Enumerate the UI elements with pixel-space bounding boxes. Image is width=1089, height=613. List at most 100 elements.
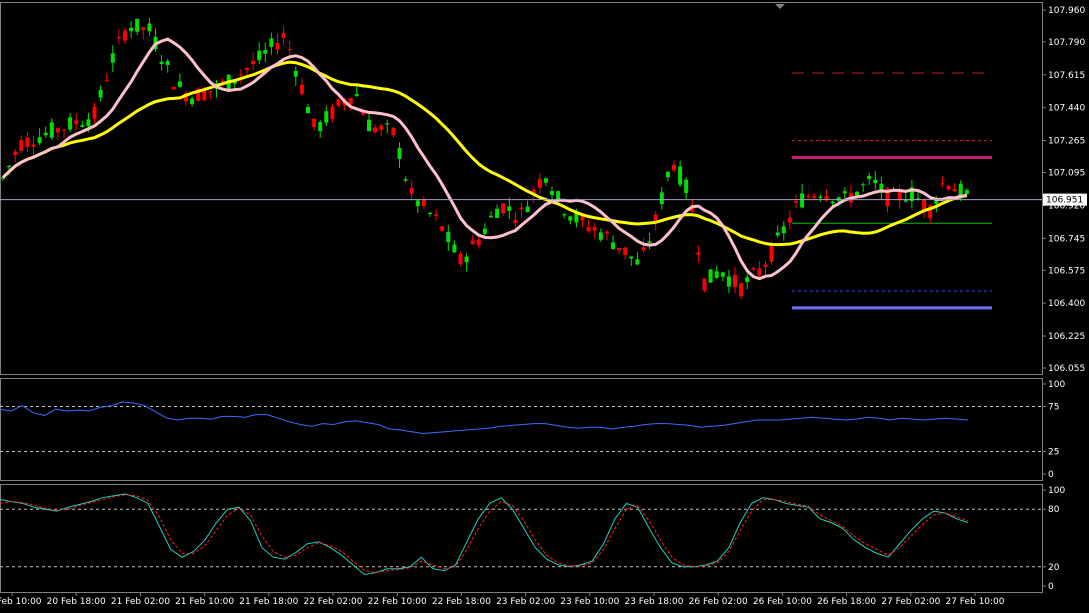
candle-down xyxy=(62,129,66,131)
time-tick-label: 21 Feb 02:00 xyxy=(111,597,170,607)
candle-down xyxy=(348,98,353,104)
candle-down xyxy=(537,179,542,188)
candle-up xyxy=(726,276,731,287)
candle-up xyxy=(385,123,390,125)
candle-up xyxy=(110,53,115,63)
candle-down xyxy=(104,80,109,82)
price-tick-label: 106.920 xyxy=(1048,201,1085,211)
scroll-marker-icon[interactable] xyxy=(775,4,785,9)
candle-down xyxy=(928,205,933,219)
candle-down xyxy=(769,243,774,262)
candle-up xyxy=(934,200,939,204)
candle-down xyxy=(806,196,811,198)
candle-up xyxy=(415,200,420,207)
candle-up xyxy=(49,122,54,138)
candle-up xyxy=(293,70,298,77)
candle-up xyxy=(98,89,103,98)
candle-up xyxy=(86,119,91,127)
candle-down xyxy=(696,252,701,255)
time-tick-label: 23 Feb 10:00 xyxy=(560,597,619,607)
price-axis[interactable]: 107.960 107.790 107.615 107.440 107.265 107.0… xyxy=(1042,6,1087,374)
price-tick-label: 107.265 xyxy=(1048,137,1085,147)
candle-down xyxy=(391,127,396,136)
candle-up xyxy=(354,94,359,96)
candle-up xyxy=(306,106,310,114)
candle-down xyxy=(208,91,213,93)
candle-down xyxy=(25,137,30,148)
time-tick-label: 26 Feb 18:00 xyxy=(817,597,876,607)
candle-up xyxy=(714,271,719,278)
time-tick-label: 22 Feb 02:00 xyxy=(303,597,362,607)
candle-up xyxy=(403,179,408,181)
candle-down xyxy=(196,88,201,101)
price-tick-label: 107.095 xyxy=(1048,169,1085,179)
price-tick-label: 106.745 xyxy=(1048,234,1085,244)
time-tick-label: 23 Feb 18:00 xyxy=(624,597,683,607)
candle-up xyxy=(507,206,512,211)
candle-up xyxy=(1,177,5,179)
candle-down xyxy=(641,247,646,251)
candle-down xyxy=(458,253,463,265)
candle-down xyxy=(513,219,518,224)
candle-down xyxy=(787,217,792,223)
candle-down xyxy=(733,274,737,288)
candle-down xyxy=(171,86,176,90)
candle-down xyxy=(580,216,585,221)
time-tick-label: 27 Feb 10:00 xyxy=(945,597,1004,607)
candle-down xyxy=(592,227,597,231)
candle-down xyxy=(336,99,341,106)
candle-down xyxy=(184,93,188,102)
time-tick-label: 20 Feb 18:00 xyxy=(47,597,106,607)
candle-down xyxy=(812,195,817,198)
indicator-tick-label: 20 xyxy=(1048,563,1060,573)
candle-up xyxy=(324,111,329,123)
candle-down xyxy=(952,188,957,192)
candle-up xyxy=(903,199,908,202)
price-tick-label: 107.960 xyxy=(1048,6,1085,16)
candle-down xyxy=(55,128,60,133)
price-panel[interactable] xyxy=(0,4,1042,310)
candle-up xyxy=(635,259,640,265)
time-tick-label: 21 Feb 10:00 xyxy=(175,597,234,607)
candle-up xyxy=(958,183,963,198)
candle-down xyxy=(623,247,628,256)
candle-up xyxy=(464,256,469,263)
candle-up xyxy=(159,61,164,65)
price-tick-label: 107.440 xyxy=(1048,104,1085,114)
candle-up xyxy=(720,272,725,277)
stochastic-panel[interactable] xyxy=(0,493,1042,576)
candle-down xyxy=(421,199,426,207)
candle-down xyxy=(251,61,256,65)
current-price-badge xyxy=(1043,193,1087,206)
candle-up xyxy=(318,122,323,132)
candle-up xyxy=(543,178,548,183)
candle-down xyxy=(141,27,146,31)
candle-down xyxy=(885,188,890,207)
time-tick-label: 22 Feb 10:00 xyxy=(368,597,427,607)
rsi-panel[interactable] xyxy=(0,401,1042,452)
candle-up xyxy=(550,191,554,195)
candle-down xyxy=(342,101,347,106)
candle-up xyxy=(800,193,805,208)
candle-down xyxy=(409,187,414,194)
candle-up xyxy=(836,197,841,201)
panel-frames xyxy=(0,2,1043,593)
indicator-series-line xyxy=(0,493,969,576)
candle-up xyxy=(147,23,152,32)
candle-up xyxy=(842,191,847,194)
candle-down xyxy=(373,127,378,133)
candle-up xyxy=(818,196,823,198)
candle-up xyxy=(684,179,689,193)
candle-up xyxy=(190,98,195,105)
candle-up xyxy=(135,18,140,32)
candle-up xyxy=(428,212,432,214)
candle-down xyxy=(824,195,829,201)
candle-up xyxy=(598,232,603,240)
candle-down xyxy=(476,239,481,246)
current-price-label: 106.951 xyxy=(1046,196,1083,206)
candle-down xyxy=(653,214,658,224)
candle-down xyxy=(379,125,384,131)
candle-up xyxy=(129,27,134,32)
candle-up xyxy=(482,228,487,234)
